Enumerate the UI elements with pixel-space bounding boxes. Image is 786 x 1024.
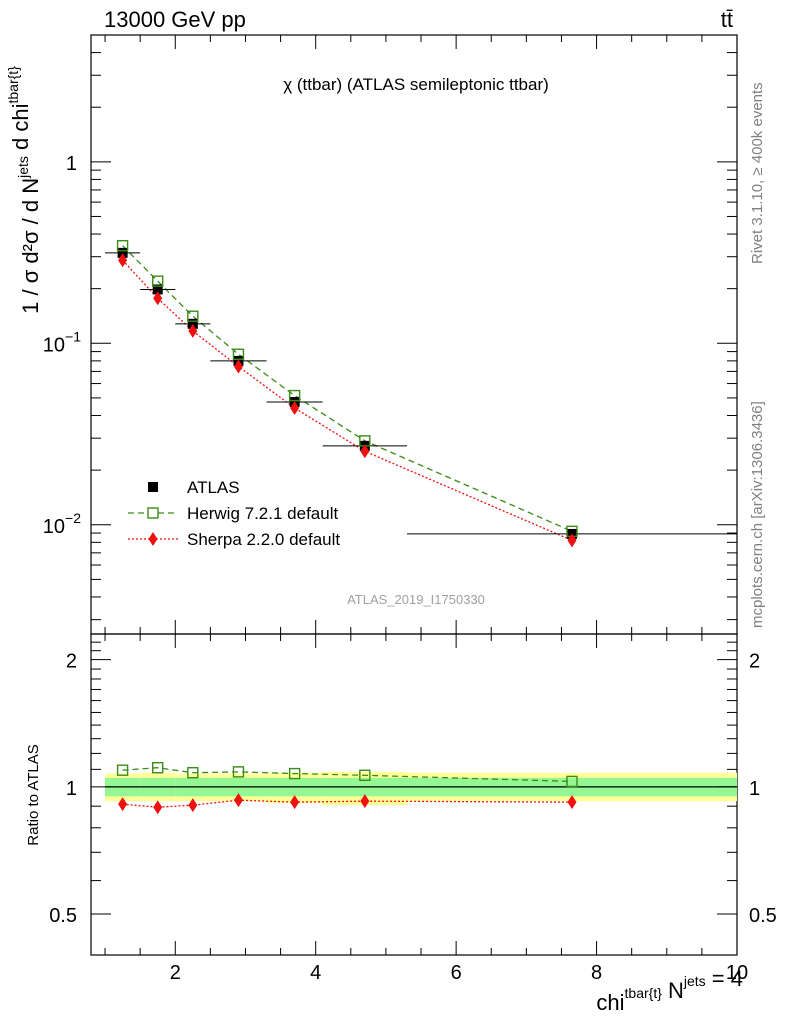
herwig-point	[116, 240, 129, 252]
text-segment: d chi	[8, 104, 33, 157]
sherpa-ratio-point	[567, 795, 577, 810]
sherpa-ratio-point	[188, 798, 198, 813]
sherpa-ratio-point	[290, 795, 300, 810]
ratio-y-axis-title: Ratio to ATLAS	[25, 744, 42, 845]
superscript: tbar{t}	[5, 66, 21, 104]
main-series	[105, 240, 737, 548]
superscript: tbar{t}	[625, 985, 663, 1001]
sherpa-point	[360, 444, 370, 459]
sherpa-point	[153, 291, 163, 306]
herwig-ratio-point	[566, 775, 578, 788]
legend-sherpa-marker	[148, 532, 158, 546]
plot-title: χ (ttbar) (ATLAS semileptonic ttbar)	[283, 75, 549, 94]
tick-base: 10	[43, 334, 65, 356]
ratio-y-tick-label: 1	[749, 778, 760, 800]
herwig-point	[152, 275, 164, 287]
x-tick-label: 10	[726, 962, 748, 984]
x-tick-label: 2	[170, 962, 181, 984]
y-tick-label: 1	[66, 153, 77, 175]
sherpa-point	[233, 359, 243, 374]
herwig-ratio-point	[359, 769, 371, 781]
herwig-ratio-point	[116, 764, 129, 776]
herwig-ratio-line	[122, 767, 573, 783]
ratio-axes: 2 4 6 8 10 0.5 0.5 1 1 2 2	[49, 634, 777, 984]
ratio-series	[116, 761, 578, 815]
ratio-y-tick-label: 0.5	[749, 905, 777, 927]
energy-label: 13000 GeV pp	[104, 7, 246, 32]
tick-base: 10	[43, 516, 65, 538]
atlas-point	[152, 284, 163, 295]
text-segment: 1 / σ d²σ / d N	[18, 178, 43, 314]
sherpa-ratio-point	[233, 793, 243, 808]
y-tick-label: 10−1	[43, 328, 81, 356]
herwig-line	[122, 245, 573, 532]
sherpa-ratio-point	[360, 794, 370, 809]
herwig-ratio-point	[288, 767, 301, 780]
ratio-y-tick-label: 1	[66, 778, 77, 800]
sherpa-point	[188, 323, 198, 338]
y-tick-label: 10−2	[43, 510, 81, 538]
mcplots-label: mcplots.cern.ch [arXiv:1306.3436]	[749, 401, 766, 628]
text-segment: chi	[596, 990, 624, 1015]
herwig-ratio-point	[187, 767, 199, 779]
legend-atlas-marker	[148, 482, 158, 492]
text-segment: = 4	[706, 966, 743, 991]
legend: ATLAS Herwig 7.2.1 default Sherpa 2.2.0 de…	[128, 478, 340, 549]
ratio-y-tick-label: 2	[66, 651, 77, 673]
sherpa-ratio-point	[118, 797, 128, 812]
sherpa-point	[118, 253, 128, 268]
ratio-bands	[105, 771, 737, 806]
rivet-label: Rivet 3.1.10, ≥ 400k events	[749, 82, 766, 264]
x-tick-label: 8	[591, 962, 602, 984]
tick-exponent: −2	[65, 510, 81, 526]
main-axes: 10−210−11	[43, 34, 738, 634]
atlas-point	[187, 318, 198, 329]
ratio-y-tick-label: 0.5	[49, 905, 77, 927]
sherpa-point	[567, 533, 577, 548]
x-axis-title: chitbar{t} Njets = 4	[596, 966, 743, 1015]
legend-herwig-marker	[147, 507, 159, 519]
tick-exponent: −1	[65, 328, 81, 344]
x-tick-label: 4	[310, 962, 321, 984]
atlas-point	[117, 247, 128, 258]
legend-label: Herwig 7.2.1 default	[187, 504, 338, 523]
sherpa-ratio-point	[153, 800, 163, 815]
sherpa-point	[290, 400, 300, 415]
herwig-point	[288, 389, 301, 402]
analysis-label: ATLAS_2019_I1750330	[347, 592, 485, 607]
herwig-ratio-point	[152, 761, 164, 774]
text-segment: N	[662, 978, 684, 1003]
herwig-point	[232, 348, 245, 360]
process-label: tt̄	[721, 7, 733, 32]
superscript: jets	[15, 156, 31, 179]
ratio-y-tick-label: 2	[749, 651, 760, 673]
herwig-ratio-point	[232, 766, 245, 778]
legend-label: ATLAS	[187, 478, 240, 497]
sherpa-line	[122, 259, 573, 541]
legend-label: Sherpa 2.2.0 default	[187, 530, 340, 549]
main-y-axis-title: 1 / σ d²σ / d Njets d chitbar{t}	[5, 66, 43, 314]
superscript: jets	[683, 973, 706, 989]
x-tick-label: 6	[451, 962, 462, 984]
herwig-point	[187, 310, 199, 322]
